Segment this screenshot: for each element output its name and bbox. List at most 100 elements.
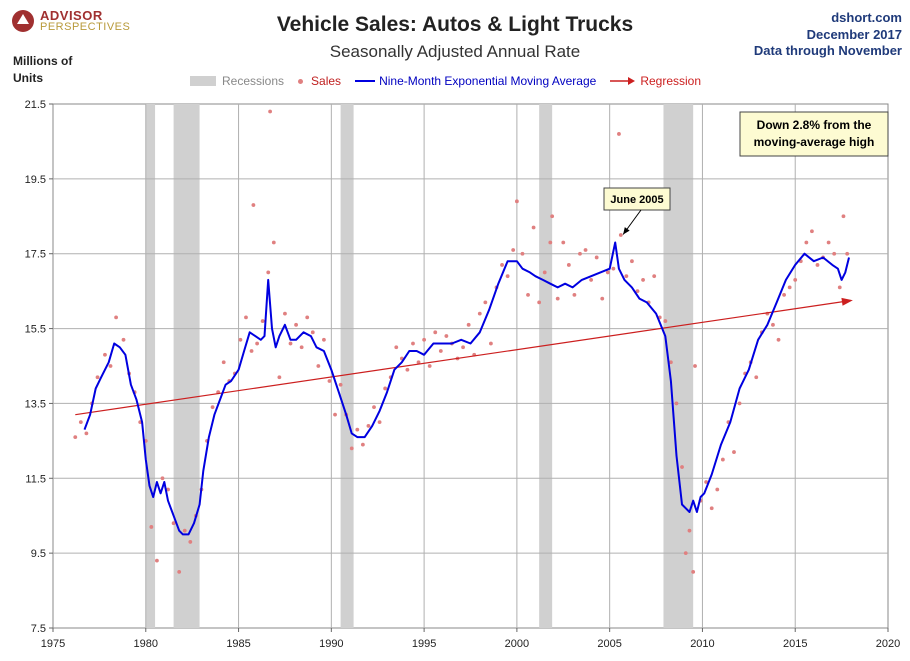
sales-point [433, 330, 438, 335]
sales-point [299, 345, 304, 350]
sales-point [377, 420, 382, 425]
chart-title: Vehicle Sales: Autos & Light Trucks [276, 13, 634, 36]
sales-point [605, 270, 610, 275]
sales-point [737, 401, 742, 406]
source-date: December 2017 [806, 27, 902, 42]
sales-point [704, 480, 709, 484]
sales-point [327, 379, 332, 383]
sales-point [349, 446, 354, 451]
sales-point [804, 240, 809, 245]
sales-point [266, 270, 271, 275]
sales-point [316, 364, 321, 368]
sales-point [505, 274, 510, 279]
sales-point [635, 289, 640, 294]
sales-point [155, 558, 159, 563]
legend-item-regression: Regression [610, 74, 701, 88]
sales-point [526, 292, 530, 297]
sales-point [294, 322, 298, 327]
sales-point [483, 300, 488, 305]
sales-point [537, 300, 542, 305]
sales-point [221, 360, 226, 365]
recession-swatch [190, 76, 216, 86]
sales-point [489, 341, 493, 346]
sales-point [355, 427, 360, 432]
sales-point [188, 540, 193, 544]
sales-point [372, 405, 376, 410]
sales-point [669, 360, 673, 365]
sales-point [477, 311, 482, 316]
sales-point [618, 233, 623, 237]
sales-point [630, 259, 634, 264]
sales-point [405, 367, 410, 372]
sales-point [566, 263, 571, 267]
sales-point [782, 292, 786, 297]
x-tick-label: 2005 [597, 638, 621, 650]
sales-point [594, 255, 599, 260]
sales-point [411, 341, 415, 346]
sales-point [268, 109, 272, 114]
sales-point [427, 364, 432, 368]
sales-point [589, 278, 594, 282]
sales-point [572, 292, 577, 297]
sales-point [95, 375, 100, 380]
sales-point [693, 364, 697, 368]
recession-band-2 [340, 104, 354, 628]
sales-point [444, 334, 449, 338]
down-note-line2: moving-average high [754, 135, 875, 149]
sales-point [771, 322, 775, 327]
sales-point [732, 450, 736, 454]
sales-point [288, 341, 293, 346]
x-tick-label: 2000 [505, 638, 529, 650]
sales-point [310, 330, 315, 335]
sales-point [78, 420, 83, 425]
legend-item-ema: Nine-Month Exponential Moving Average [355, 74, 596, 88]
sales-point [277, 375, 282, 380]
sales-point [255, 341, 260, 346]
sales-point [611, 266, 616, 271]
advisor-perspectives-logo [12, 10, 34, 32]
sales-point [271, 240, 276, 245]
sales-point [845, 251, 850, 256]
x-tick-label: 1980 [134, 638, 158, 650]
x-tick-label: 2015 [783, 638, 807, 650]
sales-point [815, 263, 820, 267]
x-tick-label: 1985 [226, 638, 250, 650]
sales-point [171, 521, 176, 526]
sales-point [84, 431, 89, 436]
sales-point [583, 248, 588, 252]
sales-point [210, 405, 215, 410]
sales-point [531, 225, 536, 230]
x-tick-label: 1995 [412, 638, 436, 650]
sales-point [394, 345, 399, 350]
sales-point [108, 364, 113, 368]
source-through: Data through November [753, 43, 902, 58]
sales-point [841, 214, 846, 219]
recession-band-1 [173, 104, 200, 628]
sales-point [810, 229, 814, 234]
sales-swatch [298, 78, 304, 84]
sales-point [793, 278, 798, 282]
sales-point [652, 274, 657, 279]
legend-label-recessions: Recessions [222, 74, 285, 88]
y-tick-label: 21.5 [25, 99, 46, 111]
sales-point [366, 423, 371, 428]
sales-point [333, 412, 337, 417]
sales-point [674, 401, 679, 406]
x-tick-label: 2010 [690, 638, 714, 650]
regression-swatch [610, 77, 636, 85]
y-tick-label: 13.5 [25, 398, 46, 410]
sales-point [114, 315, 118, 320]
sales-point [305, 315, 310, 320]
sales-point [360, 442, 365, 447]
recession-band-3 [539, 104, 553, 628]
sales-point [691, 569, 696, 574]
sales-point [166, 487, 170, 492]
y-tick-label: 11.5 [25, 473, 46, 485]
legend-item-recessions: Recessions [190, 74, 284, 88]
sales-point [663, 319, 668, 323]
sales-point [514, 199, 519, 204]
sales-point [720, 457, 725, 462]
sales-point [754, 375, 759, 380]
sales-point [438, 349, 443, 353]
